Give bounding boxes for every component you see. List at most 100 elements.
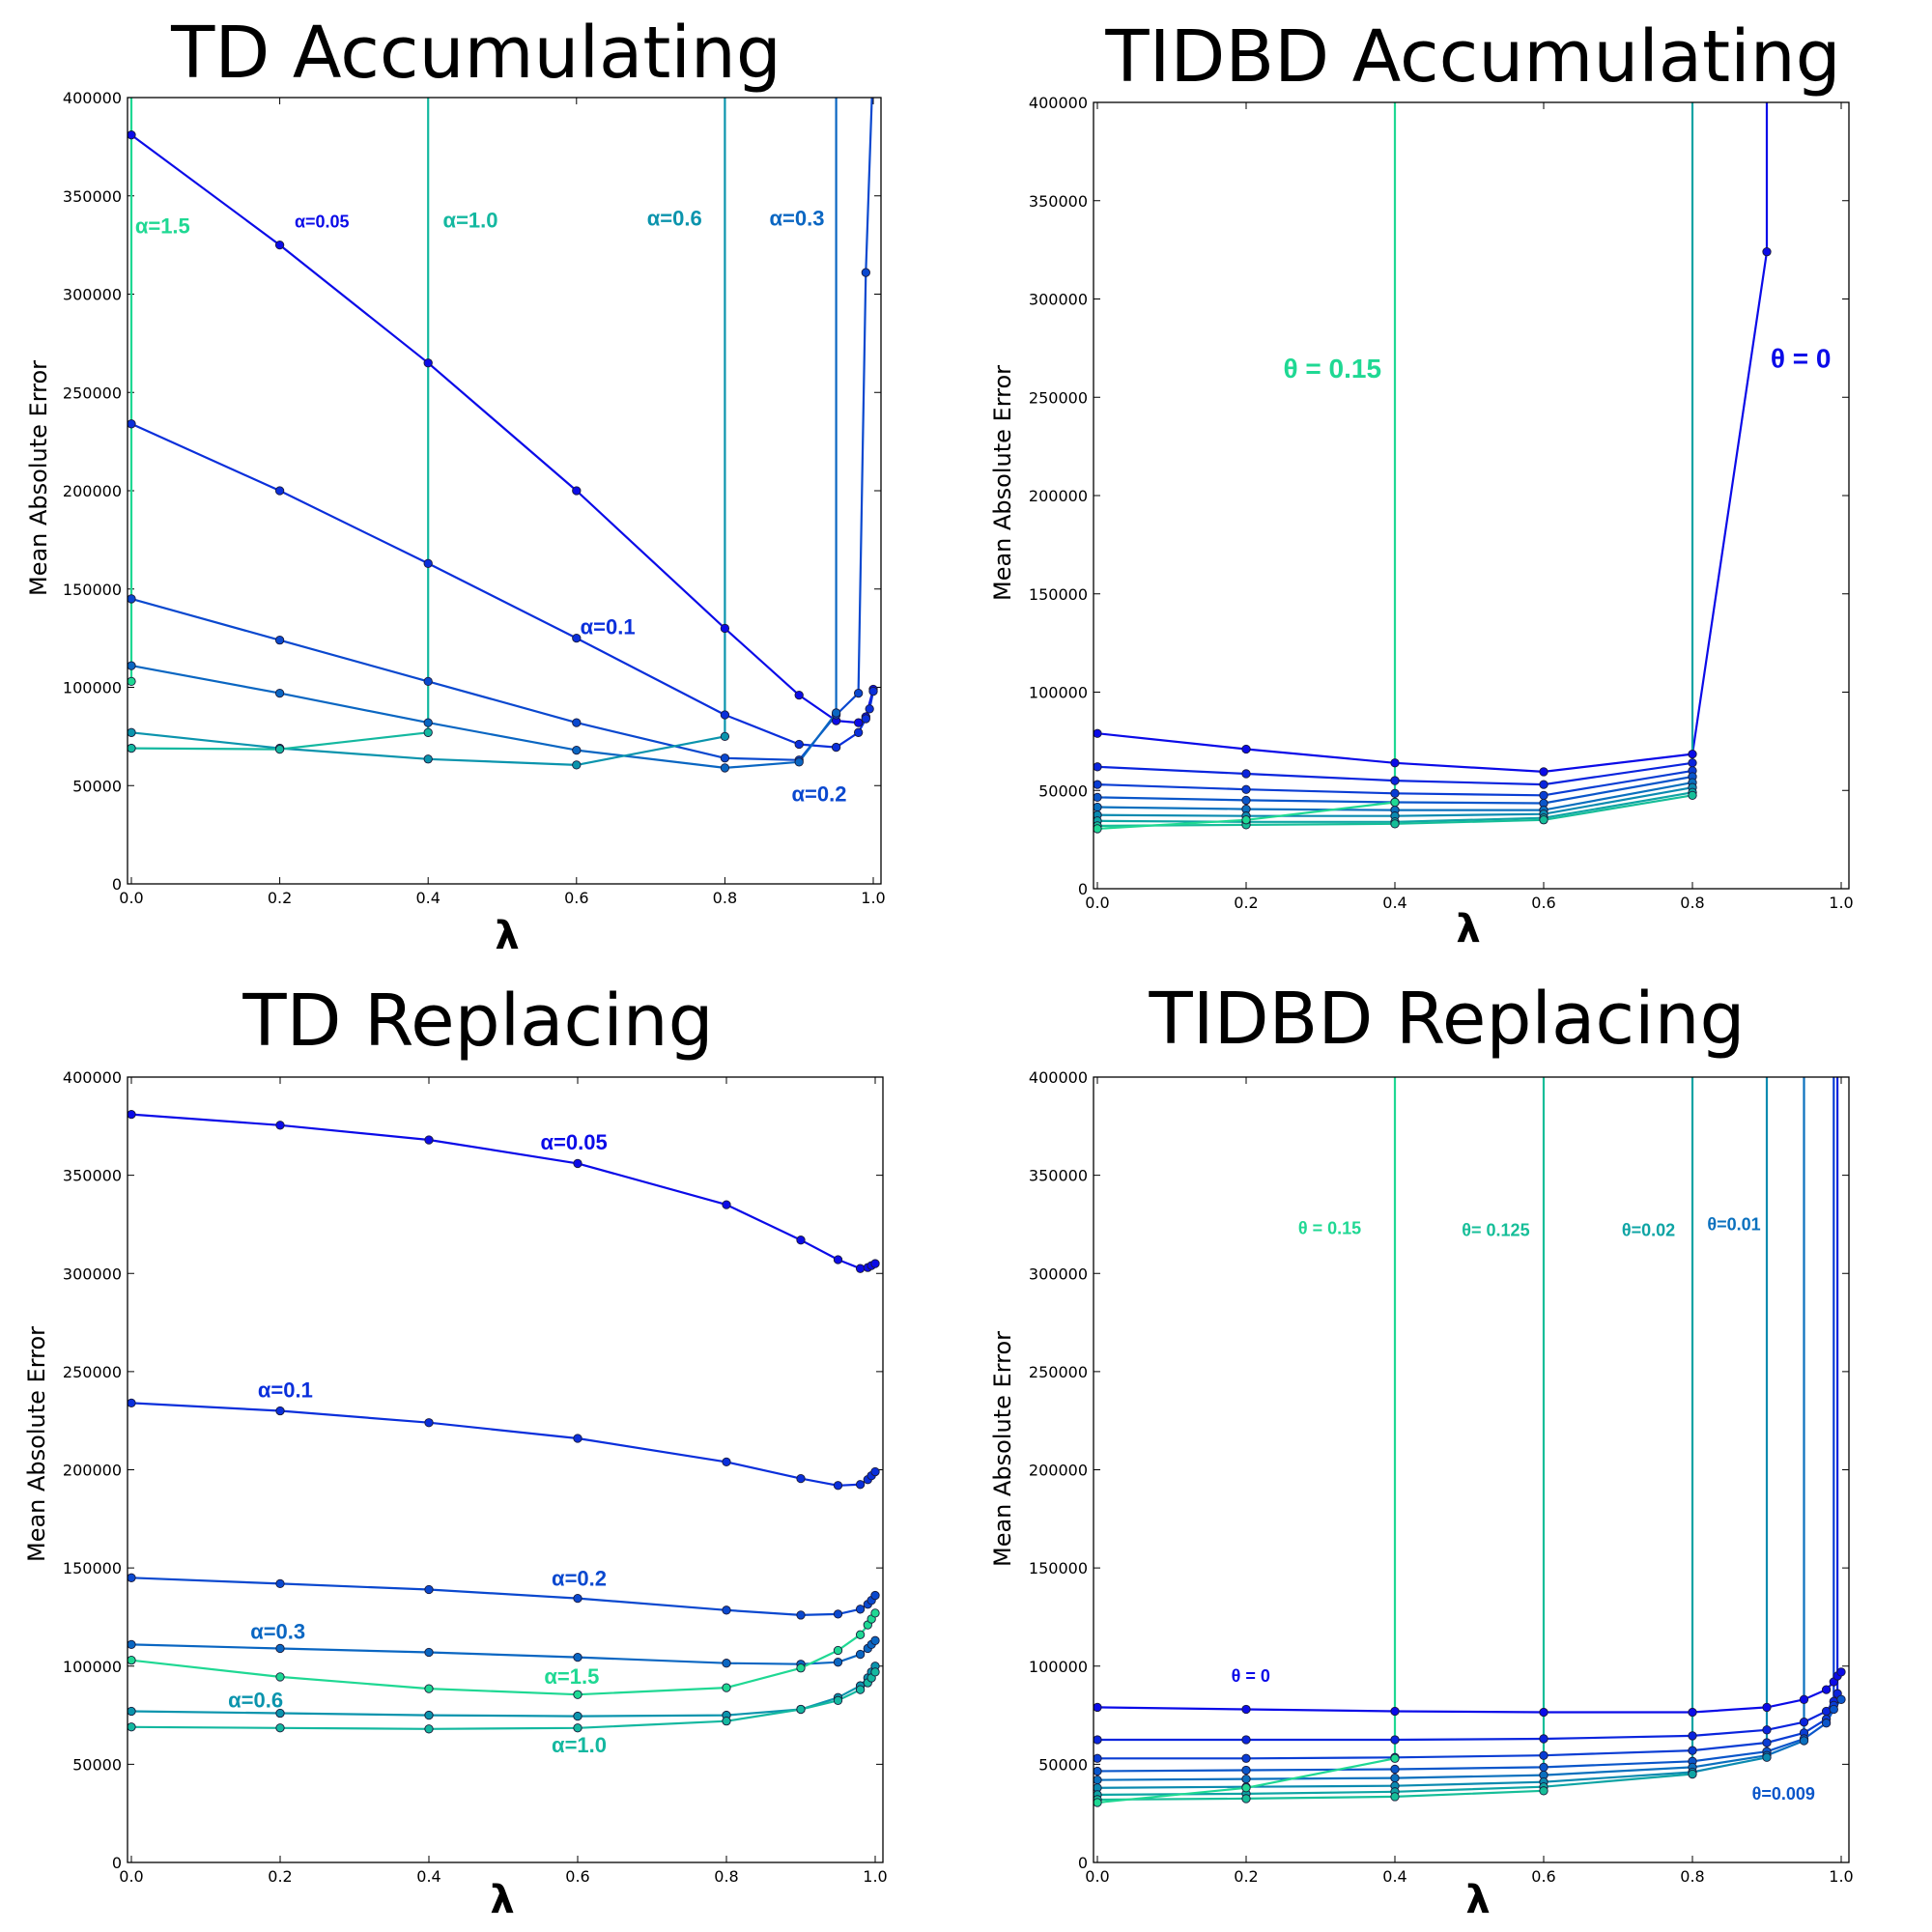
- y-axis-label: Mean Absolute Error: [25, 360, 52, 596]
- series-line: [1096, 1077, 1694, 1797]
- data-point: [423, 676, 433, 687]
- data-point: [1688, 749, 1697, 759]
- x-tick-label: 0.4: [1382, 1867, 1406, 1886]
- data-point: [423, 727, 433, 737]
- data-point: [1539, 1750, 1548, 1760]
- data-point: [573, 1593, 582, 1604]
- data-point: [1241, 1704, 1251, 1715]
- data-point: [1094, 1735, 1102, 1745]
- chart-panel-td-replacing: TD Replacing Mean Absolute Error λ 0 5000…: [0, 966, 966, 1932]
- x-tick-label: 0.6: [1531, 1867, 1555, 1886]
- data-point: [833, 1645, 843, 1656]
- data-point: [1762, 1725, 1772, 1735]
- data-point: [1241, 1735, 1251, 1745]
- series-line: [1096, 102, 1769, 774]
- series-line: [1096, 1077, 1397, 1804]
- data-point: [128, 1722, 136, 1732]
- data-point: [573, 1723, 582, 1733]
- data-point: [275, 1723, 285, 1733]
- data-point: [794, 690, 804, 700]
- chart-panel-tidbd-accumulating: TIDBD Accumulating Mean Absolute Error λ…: [966, 0, 1932, 966]
- series-line: [1097, 1077, 1835, 1760]
- data-point: [128, 419, 136, 429]
- data-point: [855, 1630, 866, 1639]
- chart-svg: TD Replacing Mean Absolute Error λ 0 5000…: [23, 980, 888, 1922]
- data-point: [855, 1649, 866, 1660]
- data-point: [1241, 795, 1251, 806]
- data-point: [1094, 1753, 1102, 1763]
- series-annotation: θ = 0.15: [1298, 1219, 1361, 1238]
- y-tick-label: 150000: [63, 581, 122, 599]
- series-line: [1096, 1698, 1842, 1773]
- plot-frame: [1093, 1076, 1850, 1863]
- x-tick-label: 0.6: [565, 1867, 589, 1886]
- data-point: [1241, 1753, 1251, 1763]
- data-point: [1688, 790, 1697, 800]
- data-point: [794, 757, 804, 767]
- series-line: [130, 98, 873, 761]
- data-point: [833, 1481, 843, 1491]
- data-point: [1094, 1766, 1102, 1776]
- data-point: [796, 1704, 806, 1715]
- series-annotation: α=0.05: [295, 212, 350, 231]
- data-point: [865, 704, 874, 714]
- data-point: [1390, 1735, 1400, 1745]
- data-point: [275, 1121, 285, 1130]
- y-tick-label: 100000: [1029, 684, 1088, 702]
- x-tick-label: 0.2: [1234, 894, 1258, 912]
- data-point: [128, 743, 136, 753]
- data-point: [1688, 1746, 1697, 1755]
- data-point: [722, 1659, 731, 1668]
- x-tick-label: 1.0: [863, 1867, 887, 1886]
- data-point: [424, 1710, 434, 1720]
- y-tick-label: 0: [1078, 1854, 1088, 1872]
- y-tick-label: 200000: [63, 482, 122, 500]
- x-tick-label: 1.0: [861, 889, 885, 907]
- data-point: [1241, 1794, 1251, 1804]
- data-point: [1390, 788, 1400, 798]
- x-tick-label: 0.2: [268, 889, 292, 907]
- x-tick-label: 1.0: [1829, 894, 1853, 912]
- data-point: [1094, 824, 1102, 834]
- data-point: [861, 268, 870, 277]
- series-annotation: α=0.3: [769, 206, 824, 230]
- data-point: [720, 623, 730, 634]
- data-point: [274, 486, 285, 496]
- y-tick-label: 0: [112, 875, 122, 894]
- data-point: [128, 1656, 136, 1665]
- data-point: [1094, 780, 1102, 789]
- x-tick-label: 0.0: [1085, 1867, 1109, 1886]
- data-point: [128, 1398, 136, 1408]
- data-point: [572, 633, 582, 643]
- x-tick-label: 0.8: [713, 889, 737, 907]
- data-point: [1762, 1738, 1772, 1747]
- data-point: [833, 1255, 843, 1264]
- chart-panel-tidbd-replacing: TIDBD Replacing Mean Absolute Error λ 0 5…: [966, 966, 1932, 1932]
- series-annotation: θ=0.02: [1622, 1221, 1675, 1240]
- data-point: [796, 1663, 806, 1673]
- series-annotation: θ = 0: [1771, 344, 1832, 374]
- y-tick-label: 400000: [63, 1068, 122, 1087]
- series-line: [1096, 1077, 1805, 1781]
- data-point: [1094, 1702, 1102, 1713]
- series-annotation: α=0.2: [792, 782, 847, 807]
- data-point: [275, 1708, 285, 1719]
- data-point: [1094, 728, 1102, 738]
- x-tick-label: 0.0: [119, 889, 143, 907]
- data-point: [275, 1643, 285, 1654]
- y-axis-label: Mean Absolute Error: [23, 1326, 50, 1562]
- data-point: [870, 1590, 880, 1601]
- y-tick-label: 200000: [63, 1462, 122, 1480]
- data-point: [274, 744, 285, 754]
- data-point: [720, 731, 730, 742]
- y-tick-label: 250000: [1029, 388, 1088, 407]
- data-point: [1390, 776, 1400, 785]
- data-point: [1799, 1736, 1809, 1746]
- data-point: [1799, 1718, 1809, 1727]
- data-point: [722, 1683, 731, 1692]
- data-point: [1390, 1792, 1400, 1802]
- series-line: [1096, 102, 1397, 830]
- data-point: [1539, 1734, 1548, 1744]
- chart-title: TIDBD Replacing: [1149, 978, 1746, 1061]
- y-tick-label: 100000: [63, 1658, 122, 1676]
